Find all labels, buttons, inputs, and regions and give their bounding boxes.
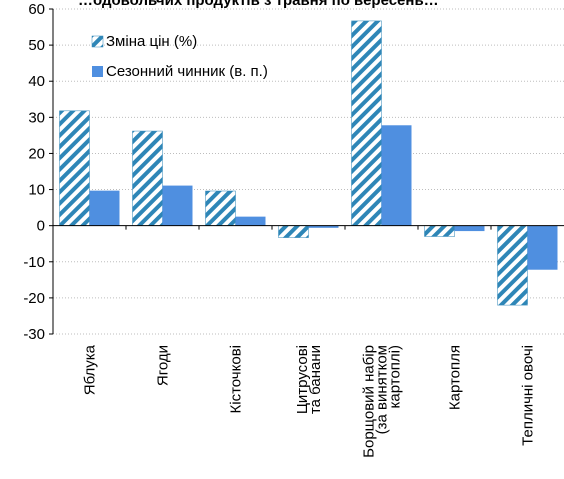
seasonal-factor-bar [308, 225, 339, 228]
category-label: Яблука [82, 344, 99, 395]
price-change-bar [59, 110, 90, 226]
chart-title-area: …одовольчих продуктів з травня по вересе… [0, 0, 564, 10]
seasonal-factor-bar [454, 225, 485, 232]
category-label: Цитрусові [294, 345, 311, 414]
legend-label: Зміна цін (%) [106, 33, 197, 50]
seasonal-factor-bar [381, 125, 412, 226]
category-label: Борщовий набір [361, 345, 378, 458]
y-tick-label: -30 [23, 326, 45, 343]
legend-swatch [91, 35, 104, 48]
price-change-bar [205, 190, 236, 226]
price-change-bar [424, 225, 455, 237]
y-tick-label: 60 [28, 1, 45, 18]
y-tick-label: 10 [28, 182, 45, 199]
legend-label: Сезонний чинник (в. п.) [106, 63, 268, 80]
y-tick-label: 20 [28, 145, 45, 162]
category-label: Тепличні овочі [520, 345, 537, 446]
legend-swatch [92, 66, 103, 77]
y-tick-label: -10 [23, 254, 45, 271]
seasonal-factor-bar [89, 190, 120, 226]
category-label: (за винятком [374, 345, 391, 434]
y-tick-label: 30 [28, 109, 45, 126]
category-label: Картопля [447, 345, 464, 410]
category-label: та банани [307, 345, 324, 414]
seasonal-factor-bar [527, 225, 558, 270]
y-tick-label: -20 [23, 290, 45, 307]
price-change-bar [351, 20, 382, 226]
price-change-bar [132, 130, 163, 226]
seasonal-factor-bar [235, 216, 266, 226]
price-change-bar [497, 225, 528, 306]
category-label: картоплі) [387, 345, 404, 409]
y-tick-label: 0 [37, 218, 45, 235]
category-label: Ягоди [155, 345, 172, 386]
y-tick-label: 40 [28, 73, 45, 90]
y-tick-label: 50 [28, 37, 45, 54]
chart-title: …одовольчих продуктів з травня по вересе… [78, 0, 439, 9]
category-label: Кісточкові [228, 345, 245, 413]
seasonal-factor-bar [162, 185, 193, 226]
price-change-bar [278, 225, 309, 238]
